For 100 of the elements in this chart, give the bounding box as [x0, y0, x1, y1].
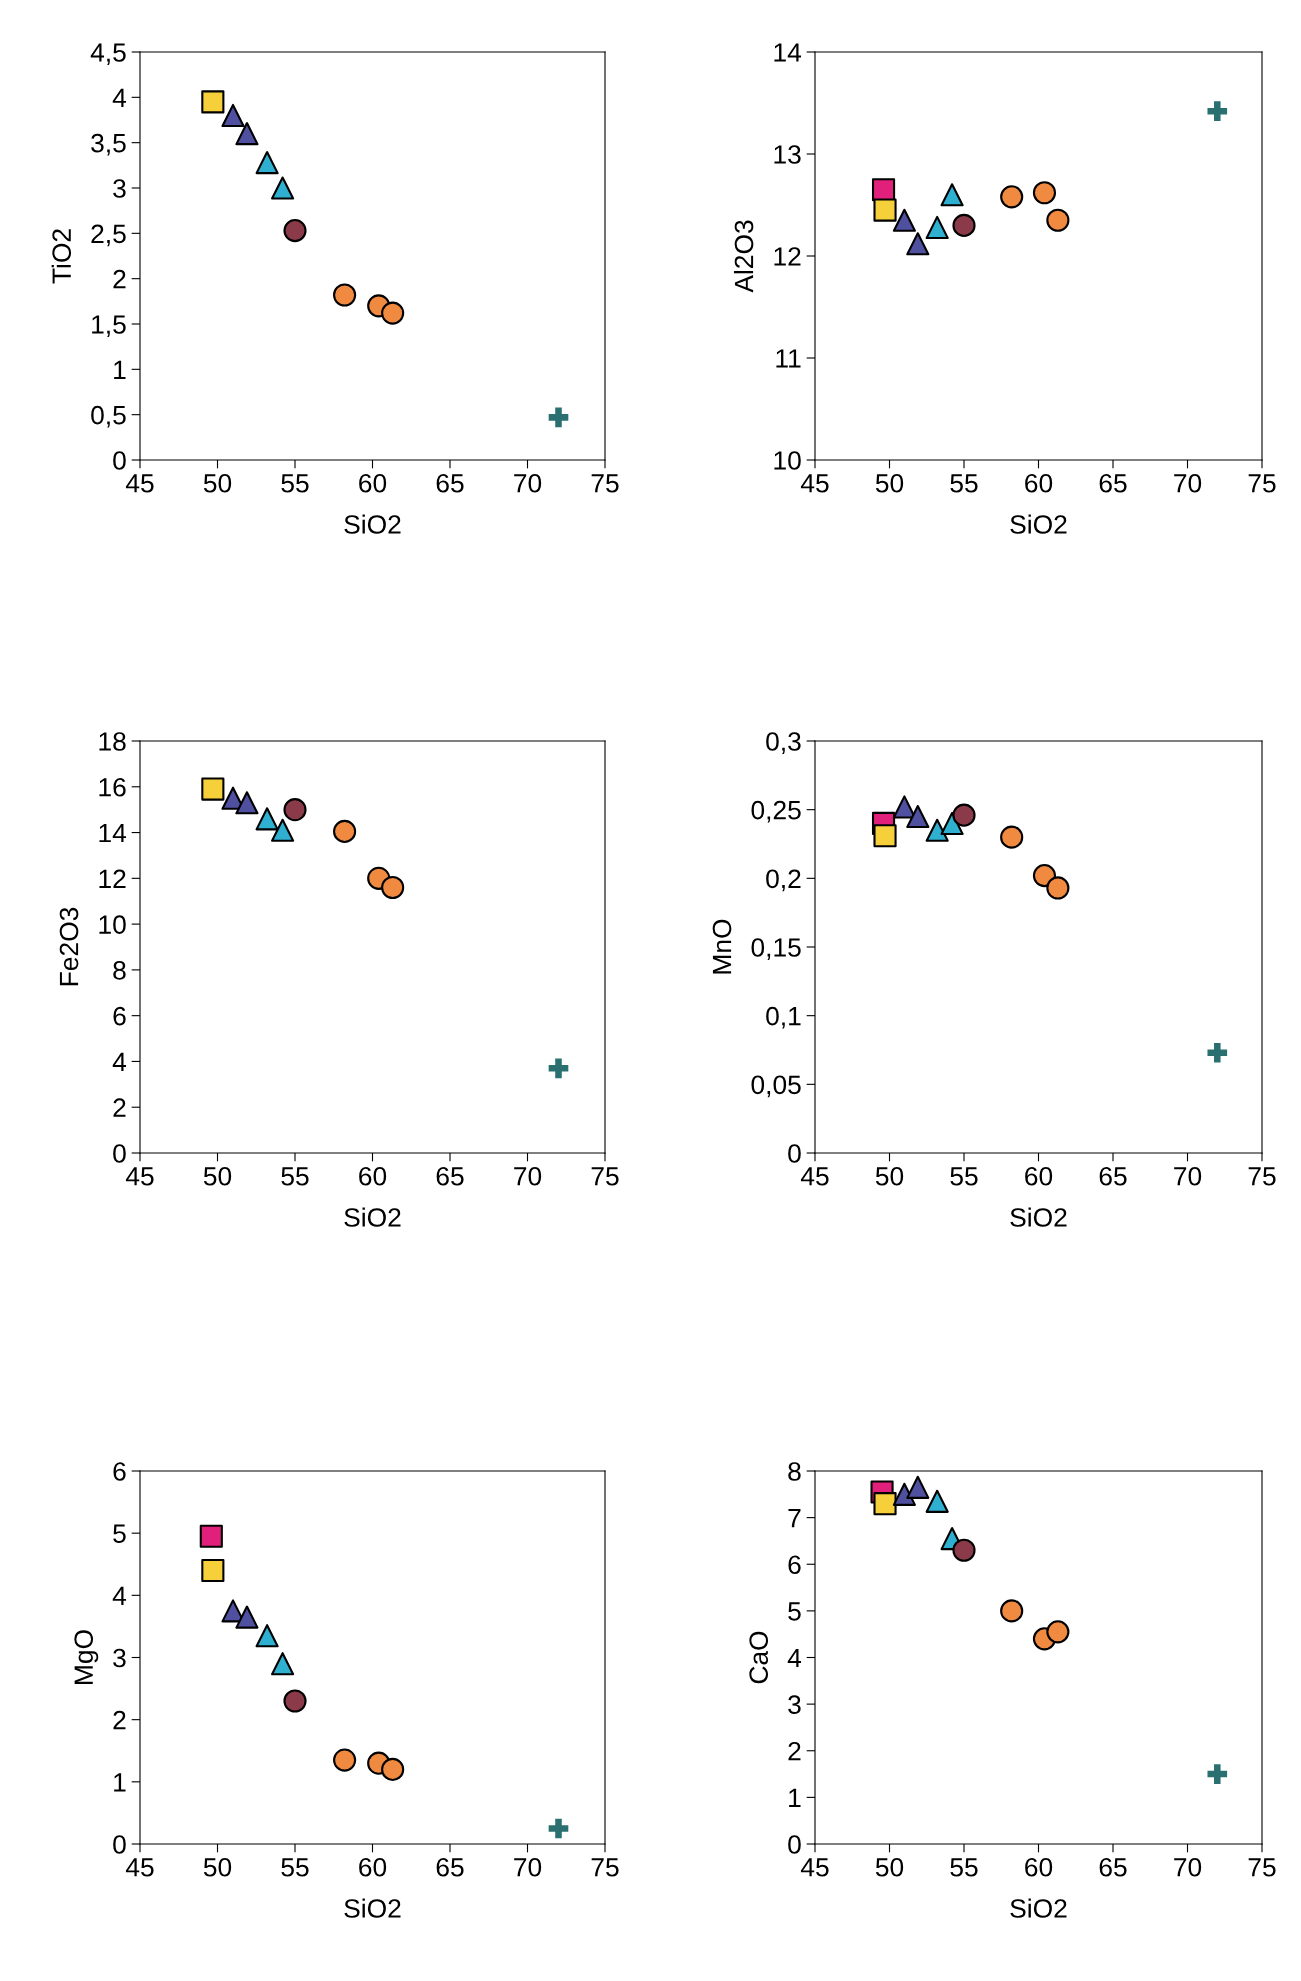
y-tick-label: 1,5 — [92, 315, 126, 337]
point — [1046, 208, 1070, 232]
y-tick-label: 3,5 — [91, 133, 126, 156]
x-axis-title: SiO2 — [1010, 514, 1067, 534]
y-tick-label: 0,15 — [751, 938, 801, 960]
y-tick-label: 6 — [113, 1462, 126, 1481]
point — [235, 1605, 259, 1629]
y-axis-title: Al2O3 — [733, 220, 754, 293]
y-axis-title: Fe2O3 — [59, 907, 79, 986]
y-tick-label: 14 — [774, 43, 802, 62]
x-tick-label: 75 — [591, 474, 619, 493]
point — [221, 103, 245, 128]
y-tick-label: 1 — [114, 360, 126, 379]
y-tick-label: 0,2 — [766, 869, 801, 892]
point — [283, 1689, 307, 1713]
point — [201, 90, 225, 114]
x-tick-label: 55 — [950, 474, 978, 493]
point — [873, 198, 897, 222]
x-tick-label: 45 — [800, 474, 829, 493]
point — [1000, 825, 1024, 849]
y-tick-label: 5 — [113, 1524, 126, 1543]
y-tick-label: 2 — [113, 1710, 126, 1730]
x-tick-label: 65 — [1099, 1857, 1127, 1877]
point — [333, 283, 357, 307]
point — [283, 798, 307, 822]
point — [381, 301, 405, 325]
x-tick-label: 45 — [125, 1167, 154, 1186]
y-tick-label: 3 — [113, 1648, 126, 1668]
point — [925, 818, 949, 842]
x-tick-label: 45 — [800, 1167, 829, 1186]
x-tick-label: 60 — [359, 473, 387, 493]
x-tick-label: 55 — [281, 1858, 309, 1877]
point — [548, 1818, 569, 1839]
y-tick-label: 1 — [114, 1773, 126, 1792]
x-tick-label: 70 — [1174, 1166, 1202, 1186]
point — [255, 151, 279, 175]
y-tick-label: 3 — [788, 1695, 801, 1714]
x-tick-label: 70 — [514, 1857, 542, 1877]
point — [1046, 876, 1070, 900]
point — [871, 178, 896, 202]
x-tick-label: 50 — [875, 1857, 904, 1877]
y-tick-label: 7 — [788, 1509, 801, 1528]
x-tick-label: 65 — [436, 1857, 464, 1877]
point — [333, 819, 357, 843]
point — [283, 219, 307, 243]
point — [548, 407, 569, 428]
x-tick-label: 75 — [591, 1858, 619, 1877]
point — [271, 176, 295, 200]
point — [952, 803, 976, 827]
x-tick-label: 50 — [875, 473, 904, 493]
point — [548, 1058, 569, 1079]
y-tick-label: 14 — [99, 823, 127, 843]
x-tick-label: 65 — [1099, 1166, 1127, 1186]
x-tick-label: 55 — [281, 474, 309, 493]
x-tick-label: 55 — [950, 1858, 978, 1877]
y-tick-label: 0,5 — [91, 405, 126, 428]
x-tick-label: 50 — [203, 1166, 232, 1186]
y-tick-label: 0,25 — [751, 800, 801, 823]
y-tick-label: 3 — [113, 179, 126, 198]
point — [952, 213, 976, 237]
point — [255, 807, 279, 831]
x-tick-label: 55 — [281, 1167, 309, 1186]
x-tick-label: 75 — [1248, 474, 1276, 493]
x-tick-label: 65 — [436, 473, 464, 493]
x-tick-label: 65 — [1099, 473, 1127, 493]
y-tick-label: 12 — [99, 869, 126, 888]
y-tick-label: 2 — [113, 1098, 126, 1117]
point — [199, 1524, 223, 1548]
point — [892, 208, 916, 232]
point — [271, 818, 295, 842]
x-axis-title: SiO2 — [344, 1207, 401, 1227]
point — [1000, 185, 1024, 209]
y-tick-label: 0 — [113, 451, 126, 470]
point — [381, 875, 405, 900]
x-tick-label: 50 — [203, 473, 232, 493]
y-tick-label: 4 — [112, 1052, 127, 1072]
y-tick-label: 10 — [774, 451, 801, 470]
point — [925, 215, 949, 240]
x-tick-label: 60 — [359, 1857, 387, 1877]
x-tick-label: 70 — [514, 1166, 542, 1186]
y-tick-label: 8 — [788, 1462, 801, 1481]
point — [892, 795, 916, 819]
point — [1207, 101, 1228, 121]
point — [1000, 1599, 1024, 1623]
y-tick-label: 0 — [788, 1144, 801, 1163]
x-axis-title: SiO2 — [1010, 1898, 1067, 1918]
y-tick-label: 0,05 — [751, 1075, 801, 1098]
x-tick-label: 45 — [125, 474, 154, 493]
point — [940, 183, 964, 207]
point — [1207, 1042, 1228, 1063]
y-tick-label: 4 — [787, 1648, 802, 1668]
y-tick-label: 6 — [788, 1555, 801, 1575]
point — [333, 1748, 357, 1772]
y-tick-label: 1 — [789, 1788, 801, 1807]
x-axis-title: SiO2 — [344, 1898, 401, 1918]
x-tick-label: 50 — [875, 1166, 904, 1186]
x-tick-label: 70 — [514, 473, 542, 493]
point — [235, 122, 259, 146]
point — [1046, 1620, 1070, 1644]
x-tick-label: 60 — [1025, 1166, 1053, 1186]
